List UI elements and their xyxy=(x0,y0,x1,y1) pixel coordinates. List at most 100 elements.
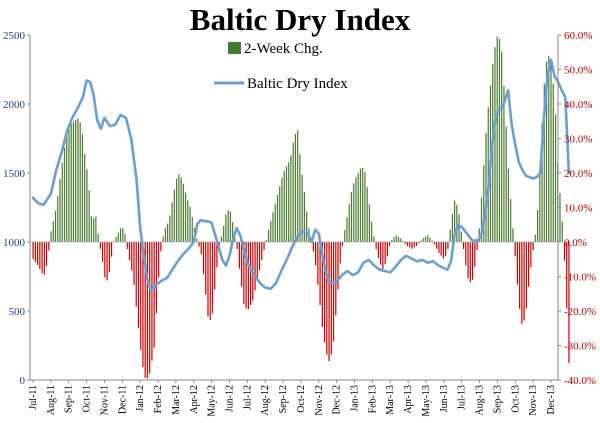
bar xyxy=(427,235,429,242)
bar xyxy=(39,242,41,269)
bar xyxy=(442,242,445,259)
bar xyxy=(550,62,552,243)
x-tick-label: Aug-12 xyxy=(260,385,271,416)
bar xyxy=(66,133,68,242)
y-tick-label-right: 20.0% xyxy=(564,168,592,180)
y-tick-label-right: 30.0% xyxy=(564,134,592,146)
y-tick-label-left: 500 xyxy=(9,306,26,318)
y-tick-label-right: 40.0% xyxy=(564,99,592,111)
bar xyxy=(418,242,420,244)
bar xyxy=(487,107,489,242)
bar xyxy=(81,134,84,242)
legend: 2-Week Chg. Baltic Dry Index xyxy=(214,41,348,92)
bar xyxy=(447,242,449,249)
bar xyxy=(36,242,39,266)
bar xyxy=(543,83,545,242)
bar xyxy=(539,166,541,242)
bar xyxy=(326,242,328,355)
bar xyxy=(330,242,332,355)
bar xyxy=(559,193,561,242)
bar xyxy=(332,242,335,342)
x-tick-label: May-13 xyxy=(421,385,432,417)
bar xyxy=(402,241,404,242)
bar xyxy=(382,242,384,269)
bar xyxy=(144,242,146,378)
bar xyxy=(458,214,460,242)
bar xyxy=(505,126,507,242)
bar xyxy=(377,242,379,258)
y-tick-label-left: 1000 xyxy=(3,237,26,249)
bar xyxy=(124,233,126,242)
bar xyxy=(465,242,467,266)
bar xyxy=(454,200,456,242)
bar xyxy=(162,236,164,242)
bar xyxy=(371,221,373,242)
bar xyxy=(140,242,142,350)
bar xyxy=(232,222,234,242)
bar xyxy=(319,242,321,306)
bar xyxy=(503,86,505,242)
bar xyxy=(483,165,485,242)
bar xyxy=(43,242,45,275)
bar xyxy=(77,118,79,242)
bar xyxy=(184,192,187,242)
x-tick-label: Jun-13 xyxy=(439,385,450,412)
x-tick-label: Jul-11 xyxy=(28,385,39,410)
bar xyxy=(534,234,536,242)
x-tick-label: Oct-12 xyxy=(296,385,307,413)
x-tick-label: Mar-13 xyxy=(385,385,396,415)
axes-layer: 0 500 1000 1500 2000 2500 -40.0% -30.0% -20.0% -1… xyxy=(3,30,596,417)
bar xyxy=(79,122,81,242)
bar xyxy=(386,242,388,257)
bdi-line xyxy=(31,58,571,292)
bar xyxy=(415,242,418,246)
y-tick-label-right: -40.0% xyxy=(564,375,596,387)
bar xyxy=(272,212,274,242)
y-tick-label-right: -30.0% xyxy=(564,341,596,353)
bar xyxy=(346,217,348,242)
bar xyxy=(303,192,305,242)
x-tick-label: Oct-13 xyxy=(510,385,521,413)
x-tick-label: Feb-13 xyxy=(367,385,378,413)
x-tick-label: Sep-12 xyxy=(278,385,289,413)
bar xyxy=(270,220,272,242)
bar xyxy=(205,242,207,295)
bar xyxy=(164,227,166,242)
bar xyxy=(84,153,86,242)
bar xyxy=(541,123,543,242)
x-tick-label: Nov-12 xyxy=(314,385,325,416)
bar xyxy=(137,242,140,329)
y-tick-label-left: 2500 xyxy=(3,30,26,42)
bar xyxy=(106,242,108,281)
line-series-baltic-dry-index xyxy=(31,58,571,292)
x-tick-label: Sep-11 xyxy=(64,385,75,413)
bar xyxy=(241,242,243,287)
bar xyxy=(75,119,77,242)
bar xyxy=(406,242,409,247)
x-tick-label: Jun-12 xyxy=(224,385,235,412)
bar xyxy=(359,168,362,242)
legend-label-2-week-chg: 2-Week Chg. xyxy=(244,41,323,57)
bar xyxy=(70,124,72,242)
bar xyxy=(211,242,214,314)
bar xyxy=(171,202,173,242)
bar xyxy=(274,203,276,242)
bar xyxy=(566,242,568,309)
x-tick-label: Mar-12 xyxy=(171,385,182,415)
bar xyxy=(135,242,137,307)
bar xyxy=(90,216,92,242)
bar xyxy=(48,242,50,251)
bar xyxy=(315,242,317,266)
bar xyxy=(128,242,131,261)
x-tick-label: May-12 xyxy=(207,385,218,417)
bar xyxy=(167,223,169,242)
bar xyxy=(108,242,110,272)
bar xyxy=(436,242,438,249)
x-tick-label: Dec-13 xyxy=(546,385,557,414)
bar xyxy=(200,242,202,255)
bar xyxy=(536,210,539,242)
x-tick-label: Apr-13 xyxy=(403,385,414,414)
bar xyxy=(404,242,406,244)
bar xyxy=(276,194,279,242)
